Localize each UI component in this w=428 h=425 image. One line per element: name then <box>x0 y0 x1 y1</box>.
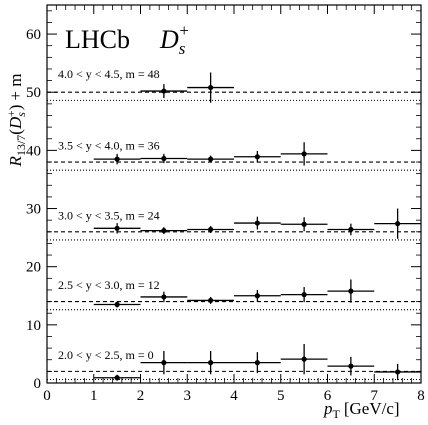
data-point <box>254 360 260 366</box>
data-point <box>301 356 307 362</box>
data-point <box>348 288 354 294</box>
y-tick-label: 0 <box>34 376 42 392</box>
y-tick-label: 40 <box>26 143 41 159</box>
data-point <box>114 156 120 162</box>
x-tick-label: 7 <box>371 388 379 404</box>
axis-ticks <box>46 5 422 384</box>
data-point <box>114 301 120 308</box>
data-point <box>301 221 307 227</box>
y-axis-title: R13/7(Ds+)+ m <box>4 74 28 168</box>
y-tick-label: 10 <box>26 318 41 334</box>
x-tick-label: 2 <box>137 388 145 404</box>
tick-labels: 0 1 2 3 4 5 6 7 8 0 10 20 30 40 50 60 <box>26 27 425 404</box>
data-point <box>301 292 307 298</box>
data-point <box>208 156 214 162</box>
data-point <box>161 88 167 94</box>
experiment-label: LHCb <box>65 25 130 54</box>
data-point <box>161 294 167 300</box>
series-label: 4.0 < y < 4.5, m = 48 <box>58 67 160 81</box>
series-label: 2.0 < y < 2.5, m = 0 <box>58 348 154 362</box>
y-tick-label: 30 <box>26 202 41 218</box>
plot-frame <box>46 4 422 384</box>
data-point <box>348 363 354 369</box>
data-point <box>348 226 354 233</box>
data-point <box>395 369 401 375</box>
data-point <box>208 360 214 366</box>
x-tick-label: 3 <box>184 388 192 404</box>
series-labels: 2.0 < y < 2.5, m = 0 2.5 < y < 3.0, m = 1… <box>58 67 160 362</box>
data-point <box>161 155 167 162</box>
svg-text:R13/7(Ds+)+ m: R13/7(Ds+)+ m <box>4 74 28 168</box>
x-tick-label: 1 <box>90 388 98 404</box>
x-tick-label: 5 <box>277 388 285 404</box>
data-point <box>208 297 214 304</box>
x-tick-label: 0 <box>43 388 51 404</box>
y-tick-label: 60 <box>26 27 41 43</box>
data-point <box>114 375 120 381</box>
x-tick-label: 8 <box>417 388 425 404</box>
data-point <box>208 226 214 233</box>
y-tick-label: 50 <box>26 85 41 101</box>
data-point <box>161 360 167 366</box>
particle-label: Ds+ <box>159 21 189 58</box>
data-point <box>114 225 120 231</box>
series-label: 3.5 < y < 4.0, m = 36 <box>58 139 160 153</box>
series-label: 3.0 < y < 3.5, m = 24 <box>58 208 160 222</box>
data-point <box>395 221 401 227</box>
data-point <box>254 154 260 160</box>
data-points <box>93 72 421 381</box>
y-tick-label: 20 <box>26 260 41 276</box>
x-tick-label: 6 <box>324 388 332 404</box>
x-axis-title: pT [GeV/c] <box>323 399 400 421</box>
x-tick-label: 4 <box>230 388 238 404</box>
data-point <box>161 228 167 234</box>
data-point <box>254 220 260 226</box>
data-point <box>301 151 307 157</box>
series-label: 2.5 < y < 3.0, m = 12 <box>58 278 160 292</box>
data-point <box>254 293 260 299</box>
data-point <box>208 84 214 91</box>
reference-lines <box>47 91 421 381</box>
